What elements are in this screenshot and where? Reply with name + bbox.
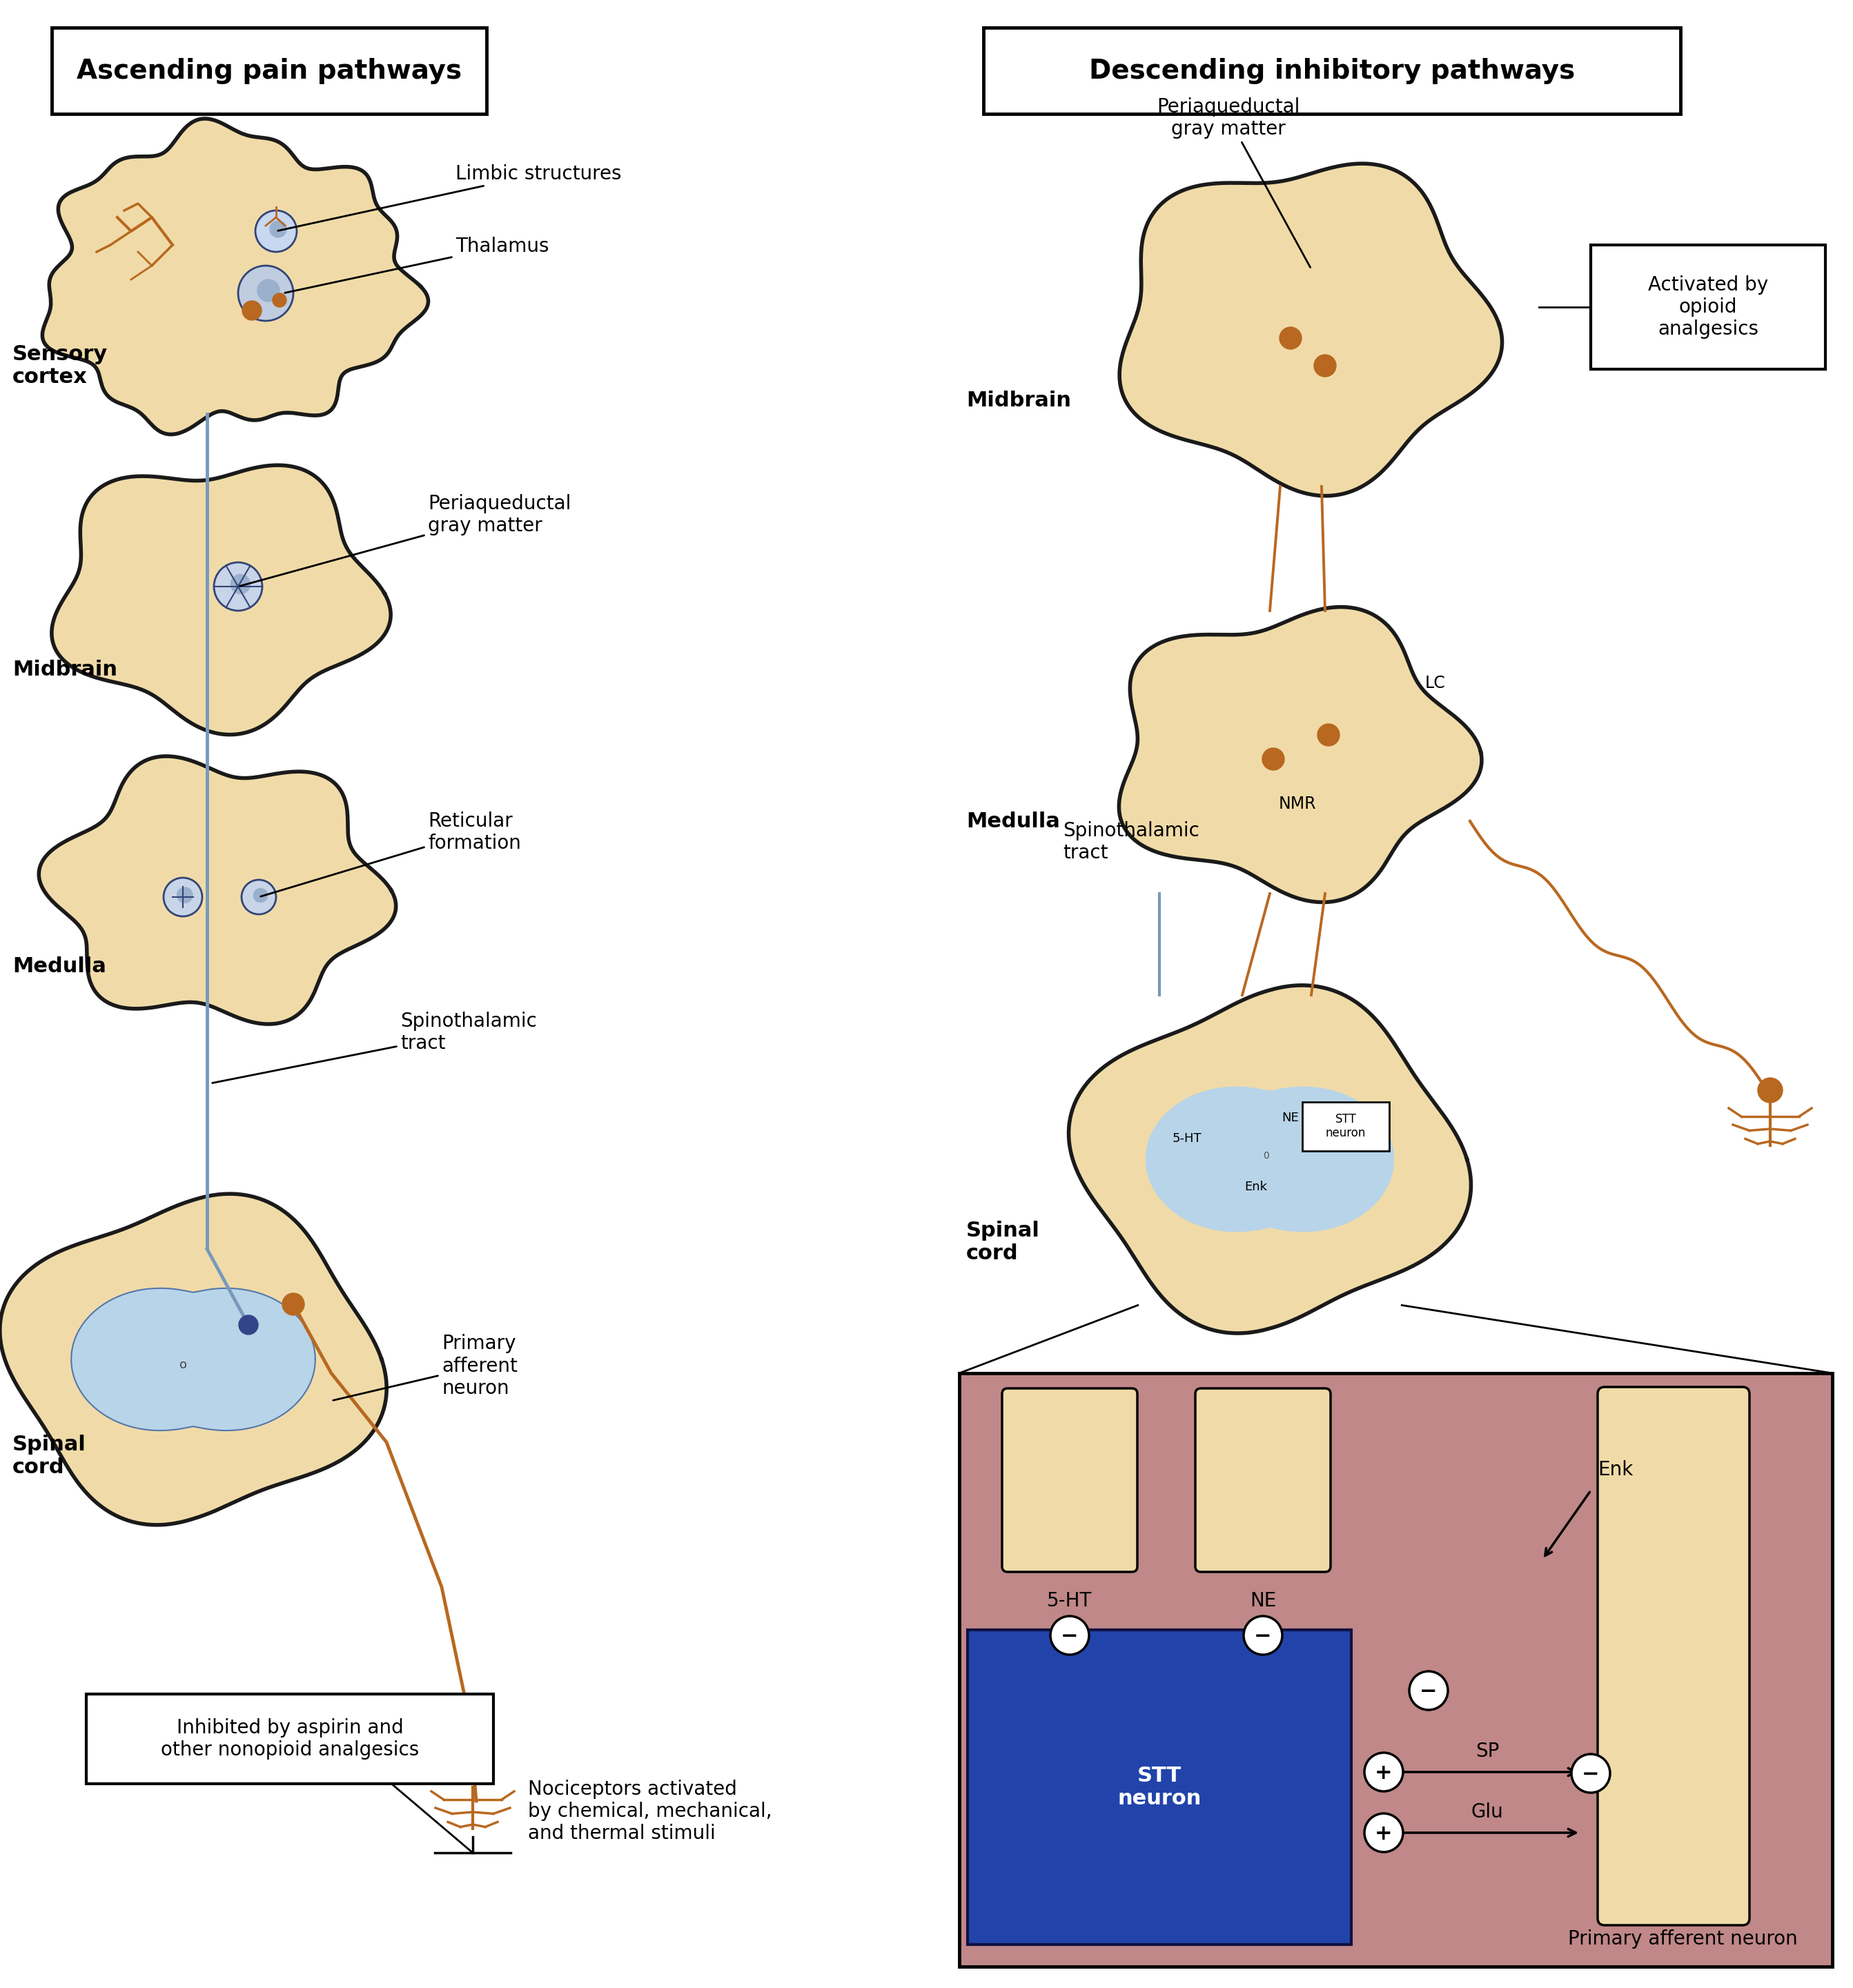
Text: SP: SP [1475,1741,1499,1761]
Circle shape [241,881,276,914]
Circle shape [1262,747,1284,769]
Text: Primary
afferent
neuron: Primary afferent neuron [334,1334,517,1400]
Circle shape [1364,1753,1403,1791]
Text: STT
neuron: STT neuron [1325,1113,1366,1139]
Circle shape [213,563,263,610]
Polygon shape [52,465,391,736]
FancyBboxPatch shape [967,1630,1351,1944]
Text: +: + [1375,1825,1393,1845]
Text: Limbic structures: Limbic structures [278,165,621,231]
Text: Primary afferent neuron: Primary afferent neuron [1568,1928,1797,1948]
Polygon shape [1069,986,1471,1334]
Circle shape [1758,1077,1783,1103]
Circle shape [239,1316,258,1334]
Text: STT
neuron: STT neuron [1117,1765,1201,1809]
Text: Periaqueductal
gray matter: Periaqueductal gray matter [1156,97,1310,268]
Text: Spinothalamic
tract: Spinothalamic tract [1064,821,1199,863]
Polygon shape [70,1288,315,1431]
Text: Activated by
opioid
analgesics: Activated by opioid analgesics [1647,274,1768,340]
Text: Descending inhibitory pathways: Descending inhibitory pathways [1090,58,1575,83]
Text: Midbrain: Midbrain [13,660,117,680]
FancyBboxPatch shape [1597,1388,1749,1924]
Text: LC: LC [1425,674,1445,692]
Circle shape [237,266,293,320]
Text: 0: 0 [1264,1151,1269,1161]
Polygon shape [39,755,397,1024]
Text: NE: NE [1282,1111,1299,1123]
Polygon shape [1119,606,1482,903]
Text: NMR: NMR [1279,795,1316,813]
Text: Spinothalamic
tract: Spinothalamic tract [213,1012,537,1083]
Circle shape [1243,1616,1282,1654]
Text: Inhibited by aspirin and
other nonopioid analgesics: Inhibited by aspirin and other nonopioid… [161,1718,419,1759]
FancyBboxPatch shape [1303,1101,1390,1151]
Text: Spinal
cord: Spinal cord [13,1435,87,1477]
Text: −: − [1254,1626,1271,1646]
Circle shape [258,280,280,302]
Text: Medulla: Medulla [13,956,106,976]
Text: Spinal
cord: Spinal cord [965,1221,1040,1264]
Text: +: + [1375,1763,1393,1783]
Circle shape [178,887,193,903]
Circle shape [271,221,287,237]
FancyBboxPatch shape [1590,245,1825,370]
Text: Midbrain: Midbrain [965,390,1071,410]
Polygon shape [1119,163,1503,495]
Circle shape [1364,1813,1403,1853]
Circle shape [1571,1753,1610,1793]
Circle shape [243,300,261,320]
Circle shape [272,294,287,306]
Text: Periaqueductal
gray matter: Periaqueductal gray matter [239,493,571,586]
Polygon shape [43,119,428,435]
FancyBboxPatch shape [87,1694,493,1783]
Circle shape [254,889,267,903]
Text: o: o [180,1358,187,1372]
Circle shape [1280,328,1301,350]
Circle shape [1317,724,1340,746]
Circle shape [256,211,296,252]
Circle shape [1410,1672,1447,1710]
Text: Thalamus: Thalamus [285,237,548,292]
Circle shape [1051,1616,1090,1654]
Text: Enk: Enk [1245,1181,1267,1193]
FancyBboxPatch shape [1002,1388,1138,1573]
Text: −: − [1419,1682,1438,1702]
Circle shape [163,879,202,916]
FancyBboxPatch shape [984,28,1681,113]
Text: NE: NE [1249,1590,1277,1610]
Text: Sensory
cortex: Sensory cortex [13,344,107,388]
Circle shape [282,1292,304,1316]
FancyBboxPatch shape [52,28,487,113]
Polygon shape [1145,1087,1393,1231]
Text: 5-HT: 5-HT [1047,1590,1091,1610]
Text: Reticular
formation: Reticular formation [261,811,521,897]
Text: −: − [1062,1626,1078,1646]
Circle shape [1314,354,1336,378]
Text: Nociceptors activated
by chemical, mechanical,
and thermal stimuli: Nociceptors activated by chemical, mecha… [528,1779,773,1843]
Text: Enk: Enk [1597,1459,1632,1479]
Text: Glu: Glu [1471,1803,1503,1821]
Text: Medulla: Medulla [965,811,1060,831]
Polygon shape [0,1195,387,1525]
FancyBboxPatch shape [960,1374,1833,1966]
Circle shape [232,575,250,594]
Text: 5-HT: 5-HT [1173,1133,1203,1145]
FancyBboxPatch shape [1195,1388,1330,1573]
Text: −: − [1582,1765,1599,1785]
Text: Ascending pain pathways: Ascending pain pathways [76,58,461,83]
